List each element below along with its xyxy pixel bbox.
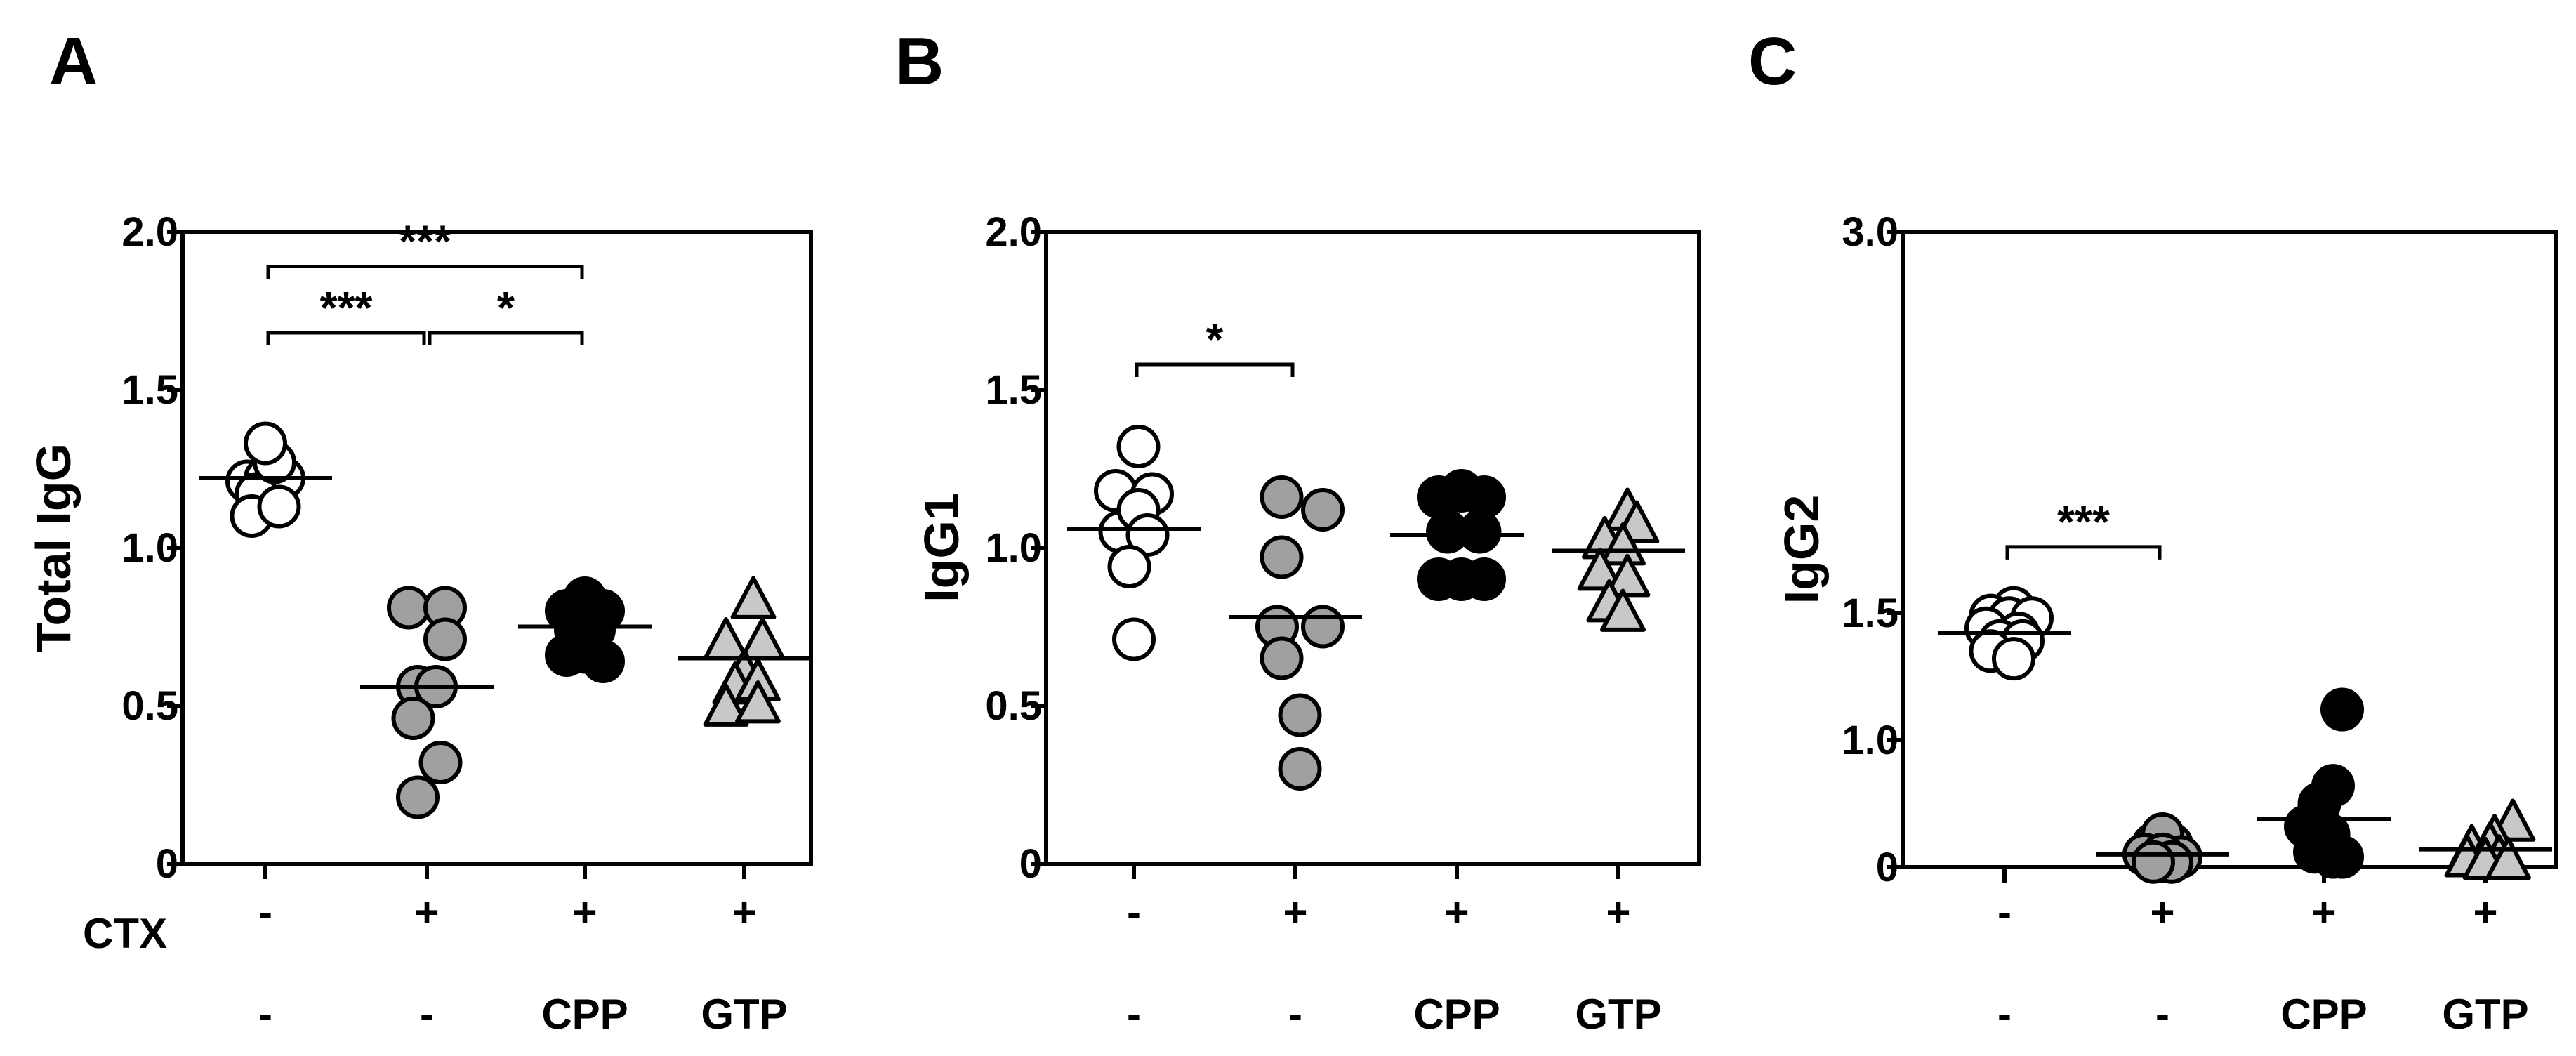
ctx-value: + [572,889,597,936]
panel-letter: C [1748,24,1797,99]
ctx-row-label: CTX [83,910,167,957]
ctx-value: + [1283,889,1307,936]
data-point [1600,588,1646,632]
data-point [1260,535,1304,579]
data-point [730,576,777,619]
data-point [1125,513,1170,557]
data-point [703,683,749,727]
data-point [2485,836,2531,880]
ctx-value: - [1997,889,2012,936]
y-tick-label: 0 [1019,841,1042,887]
treatment-value: - [258,991,272,1038]
ctx-value: + [2150,889,2174,936]
data-point [1458,510,1502,554]
ctx-value: + [2311,889,2336,936]
data-point [703,617,749,661]
y-axis-label: IgG1 [914,493,969,602]
y-tick-label: 2.0 [985,209,1042,255]
y-tick-label: 1.0 [121,525,178,571]
data-point [396,775,440,819]
significance-label: * [1206,314,1224,364]
data-point [418,741,463,784]
treatment-value: GTP [2442,991,2528,1038]
treatment-value: - [1127,991,1141,1038]
data-point [1260,636,1304,680]
significance-label: *** [399,216,451,267]
y-tick-label: 3.0 [1842,209,1898,255]
treatment-value: GTP [701,991,787,1038]
treatment-value: - [1997,991,2012,1038]
significance-bracket [266,331,426,345]
y-tick-label: 1.0 [985,525,1042,571]
data-point [1992,637,2035,681]
ctx-value: + [1606,889,1630,936]
ctx-value: + [732,889,756,936]
panel-letter: A [49,24,98,99]
data-point [1278,693,1322,737]
data-point [739,617,786,661]
ctx-value: - [1127,889,1141,936]
data-point [2320,687,2364,732]
data-point [1577,548,1623,591]
significance-label: *** [2057,496,2110,547]
ctx-value: - [258,889,272,936]
treatment-value: CPP [1413,991,1500,1038]
treatment-value: - [1288,991,1302,1038]
panel-letter: B [895,24,944,99]
significance-label: * [497,282,515,333]
y-tick-label: 0.5 [985,683,1042,729]
data-point [2132,840,2175,884]
data-point [257,484,301,529]
treatment-value: - [2155,991,2169,1038]
treatment-value: - [420,991,434,1038]
ctx-value: + [414,889,439,936]
data-point [1301,488,1345,532]
y-tick-label: 0 [156,841,178,887]
data-point [735,680,781,724]
y-tick-label: 1.5 [985,367,1042,413]
data-point [423,617,467,661]
data-point [387,586,430,630]
significance-bracket [266,265,584,279]
significance-bracket [1135,362,1295,377]
treatment-value: GTP [1575,991,1661,1038]
data-point [1301,605,1345,649]
y-tick-label: 1.0 [1842,718,1898,763]
panel-c: C 0 1.0 1.5 3.0 IgG2 - - + - + CPP + GTP *** [1748,24,2558,1038]
data-point [1260,475,1304,519]
ctx-value: + [2473,889,2497,936]
plot-frame [1901,230,2558,869]
y-tick-label: 0 [1876,845,1898,890]
treatment-value: CPP [541,991,628,1038]
data-point [1462,557,1506,601]
y-tick-label: 0.5 [121,683,178,729]
significance-bracket [428,331,584,345]
data-point [563,630,607,674]
data-point [391,697,435,740]
data-point [1278,747,1322,791]
panel-b: B 0 0.5 1.0 1.5 2.0 IgG1 - - + - + CPP + GTP * [895,24,1701,1038]
data-point [1107,545,1151,588]
y-tick-label: 1.5 [121,367,178,413]
y-tick-label: 2.0 [121,209,178,255]
treatment-value: CPP [2280,991,2367,1038]
data-point [1112,617,1156,661]
significance-bracket [2005,545,2162,560]
data-point [2320,835,2364,879]
data-point [1604,554,1651,598]
data-point [1116,425,1161,468]
ctx-value: + [1444,889,1469,936]
data-point [244,421,287,466]
y-tick-label: 1.5 [1842,590,1898,636]
y-axis-label: Total IgG [26,443,81,652]
significance-label: *** [320,282,373,333]
y-axis-label: IgG2 [1774,495,1829,605]
